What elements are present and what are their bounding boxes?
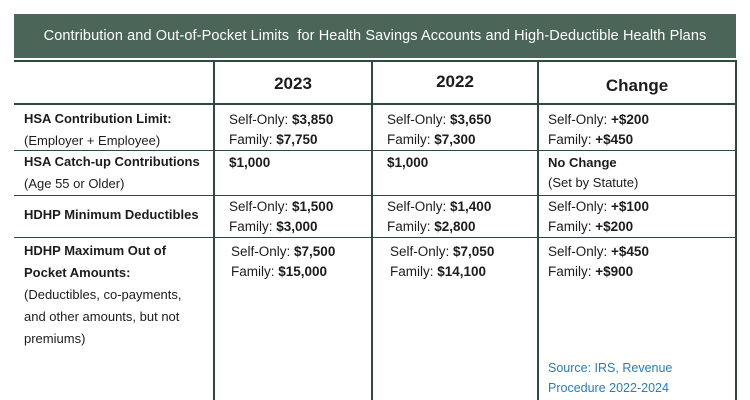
table-title: Contribution and Out-of-Pocket Limits fo… bbox=[43, 28, 707, 44]
column-header-2022: 2022 bbox=[436, 72, 474, 91]
row-label-note: (Deductibles, co-payments, and other amo… bbox=[24, 287, 182, 346]
cell-change: Self-Only: +$450 Family: +$900 bbox=[548, 244, 649, 279]
table-right-border bbox=[735, 60, 737, 400]
cell-2022: $1,000 bbox=[387, 155, 429, 170]
row-label-note: (Employer + Employee) bbox=[24, 133, 161, 148]
cell-2023: $1,000 bbox=[229, 155, 271, 170]
row-divider bbox=[14, 150, 736, 151]
cell-change: Self-Only: +$200 Family: +$450 bbox=[548, 112, 649, 147]
cell-2022: Self-Only: $3,650 Family: $7,300 bbox=[387, 112, 492, 147]
row-label-title: HSA Catch-up Contributions bbox=[24, 154, 200, 169]
row-label-hsa-catch-up: HSA Catch-up Contributions (Age 55 or Ol… bbox=[24, 151, 200, 195]
column-divider bbox=[537, 60, 539, 400]
row-label-hdhp-min-deductibles: HDHP Minimum Deductibles bbox=[24, 204, 199, 226]
cell-2023: Self-Only: $3,850 Family: $7,750 bbox=[229, 112, 334, 147]
cell-2022: Self-Only: $1,400 Family: $2,800 bbox=[387, 199, 492, 234]
column-header-change: Change bbox=[605, 76, 669, 95]
cell-change: No Change (Set by Statute) bbox=[548, 155, 639, 190]
cell-2023: Self-Only: $1,500 Family: $3,000 bbox=[229, 199, 334, 234]
row-label-note: (Age 55 or Older) bbox=[24, 176, 125, 191]
row-label-hdhp-max-oop: HDHP Maximum Out of Pocket Amounts: (Ded… bbox=[24, 240, 204, 350]
source-note: Source: IRS, Revenue Procedure 2022-2024 bbox=[548, 361, 673, 395]
cell-change: Self-Only: +$100 Family: +$200 bbox=[548, 199, 649, 234]
cell-2022: Self-Only: $7,050 Family: $14,100 bbox=[390, 244, 495, 279]
row-divider bbox=[14, 237, 736, 238]
header-top-rule bbox=[14, 60, 736, 62]
column-header-2023: 2023 bbox=[274, 74, 312, 93]
header-bottom-rule bbox=[14, 103, 736, 105]
row-label-hsa-contribution: HSA Contribution Limit: (Employer + Empl… bbox=[24, 108, 172, 152]
row-divider bbox=[14, 195, 736, 196]
row-label-title: HDHP Maximum Out of Pocket Amounts: bbox=[24, 243, 167, 280]
column-divider bbox=[213, 60, 215, 400]
cell-2023: Self-Only: $7,500 Family: $15,000 bbox=[231, 244, 336, 279]
row-label-title: HDHP Minimum Deductibles bbox=[24, 207, 199, 222]
column-divider bbox=[371, 60, 373, 400]
table-title-banner: Contribution and Out-of-Pocket Limits fo… bbox=[14, 14, 736, 58]
row-label-title: HSA Contribution Limit: bbox=[24, 111, 172, 126]
